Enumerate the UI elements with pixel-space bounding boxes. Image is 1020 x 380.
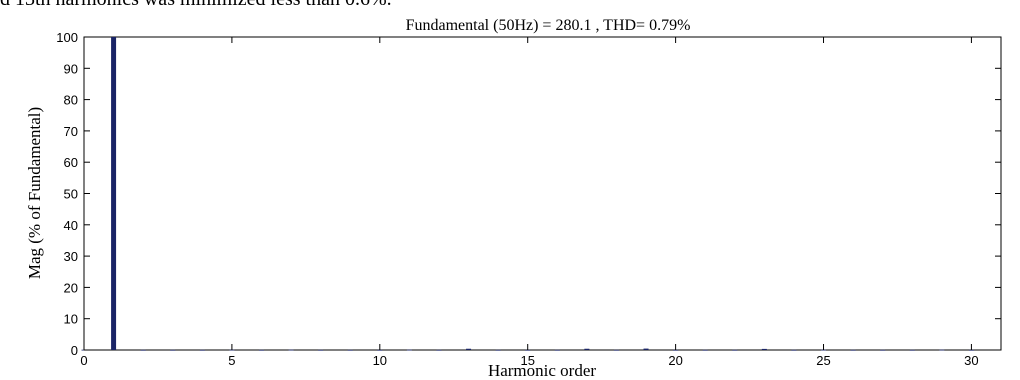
x-axis-title: Harmonic order bbox=[488, 361, 596, 380]
bar-harmonic-6 bbox=[258, 349, 264, 351]
bar-harmonic-17 bbox=[584, 348, 590, 350]
plot-frame bbox=[83, 36, 1002, 351]
y-tick-label-60: 60 bbox=[64, 155, 78, 170]
y-tick-label-80: 80 bbox=[64, 93, 78, 108]
bar-harmonic-12 bbox=[436, 349, 442, 351]
bar-harmonic-20 bbox=[673, 349, 679, 351]
bar-harmonic-22 bbox=[732, 349, 738, 351]
chart-title: Fundamental (50Hz) = 280.1 , THD= 0.79% bbox=[406, 17, 691, 34]
bar-harmonic-7 bbox=[288, 349, 294, 351]
bar-harmonic-25 bbox=[821, 349, 827, 351]
bar-harmonic-29 bbox=[939, 349, 945, 351]
y-tick-label-70: 70 bbox=[64, 124, 78, 139]
x-tick-label-5: 5 bbox=[228, 353, 235, 368]
bar-harmonic-28 bbox=[909, 349, 915, 351]
x-tick-label-20: 20 bbox=[668, 353, 682, 368]
x-tick-label-15: 15 bbox=[520, 353, 534, 368]
bar-harmonic-16 bbox=[554, 349, 560, 351]
y-tick-label-0: 0 bbox=[71, 343, 78, 358]
y-tick-label-50: 50 bbox=[64, 187, 78, 202]
bar-harmonic-30 bbox=[968, 349, 974, 351]
x-tick-label-25: 25 bbox=[816, 353, 830, 368]
y-tick-label-30: 30 bbox=[64, 249, 78, 264]
y-tick-label-10: 10 bbox=[64, 312, 78, 327]
bar-harmonic-5 bbox=[229, 349, 235, 351]
x-tick-label-0: 0 bbox=[80, 353, 87, 368]
bar-harmonic-8 bbox=[318, 349, 324, 351]
bar-harmonic-15 bbox=[525, 349, 531, 351]
x-tick-label-10: 10 bbox=[373, 353, 387, 368]
bar-harmonic-27 bbox=[880, 349, 886, 351]
bar-harmonic-26 bbox=[850, 349, 856, 351]
bar-harmonic-19 bbox=[643, 348, 649, 350]
bars-group bbox=[81, 37, 974, 351]
bar-harmonic-23 bbox=[761, 348, 767, 350]
bar-harmonic-11 bbox=[406, 349, 412, 351]
page-text-fragment: d 13th harmonics was minimized less than… bbox=[0, 0, 392, 11]
bar-harmonic-24 bbox=[791, 349, 797, 351]
bar-harmonic-2 bbox=[140, 349, 146, 351]
bar-harmonic-18 bbox=[613, 349, 619, 351]
bar-harmonic-9 bbox=[347, 349, 353, 351]
bar-harmonic-21 bbox=[702, 349, 708, 351]
y-axis-title: Mag (% of Fundamental) bbox=[25, 107, 44, 279]
y-tick-label-100: 100 bbox=[56, 30, 78, 45]
y-tick-label-90: 90 bbox=[64, 61, 78, 76]
y-tick-label-20: 20 bbox=[64, 280, 78, 295]
bar-harmonic-3 bbox=[170, 349, 176, 351]
bar-harmonic-10 bbox=[377, 349, 383, 351]
y-tick-label-40: 40 bbox=[64, 218, 78, 233]
bar-harmonic-1 bbox=[111, 37, 117, 350]
ticks-group: 0 5 10 15 20 25 30 0 10 20 30 40 50 60 70 80 90 100 bbox=[56, 30, 1001, 368]
bar-harmonic-4 bbox=[199, 349, 205, 351]
bar-harmonic-14 bbox=[495, 349, 501, 351]
bar-harmonic-13 bbox=[466, 348, 472, 350]
x-tick-label-30: 30 bbox=[964, 353, 978, 368]
